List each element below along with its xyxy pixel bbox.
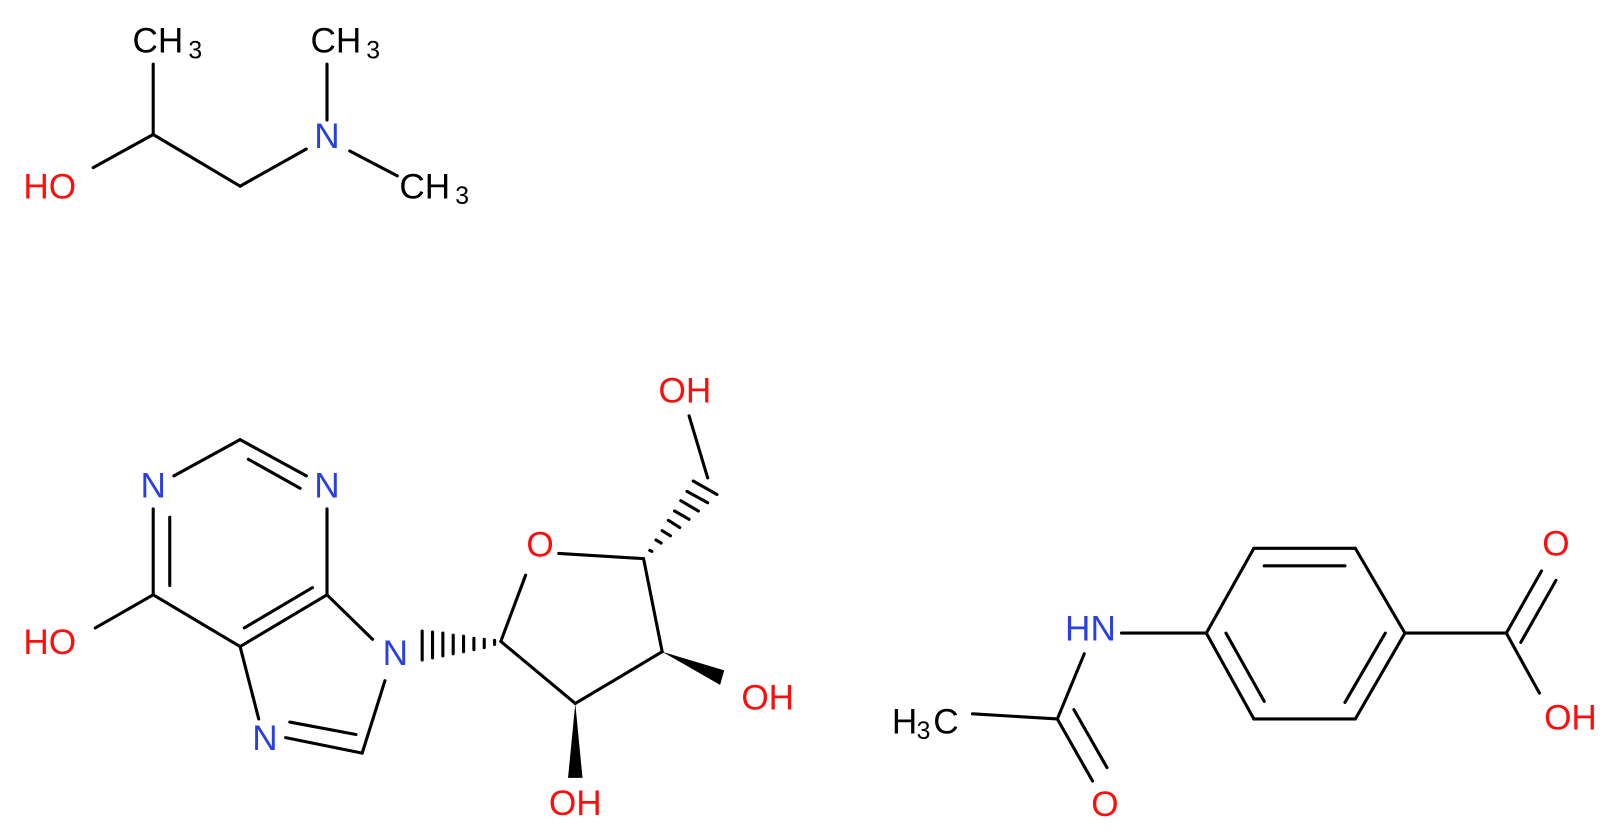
atom-label: HO	[23, 623, 76, 662]
bonds	[91, 62, 1558, 783]
atom-label: N	[383, 634, 408, 673]
atom-subscript: 3	[188, 37, 202, 64]
atom-label: CH	[133, 22, 184, 61]
hashed-wedge	[420, 629, 497, 662]
atom-labels: CH 3 HO N CH 3 CH 3 N N HO N N O OH OH O…	[23, 22, 1596, 824]
atom-label: HN	[1065, 609, 1116, 648]
atom-label: N	[252, 719, 277, 758]
atom-label: N	[141, 467, 166, 506]
bold-wedge	[662, 651, 725, 685]
hashed-wedge	[648, 479, 719, 553]
atom-label: OH	[1544, 698, 1597, 737]
atom-label: CH	[399, 168, 450, 207]
atom-label: OH	[549, 784, 602, 823]
atom-label: N	[314, 467, 339, 506]
atom-label: O	[1542, 525, 1569, 564]
atom-label: OH	[659, 371, 712, 410]
atom-subscript: 3	[455, 183, 469, 210]
atom-subscript: 3	[917, 718, 931, 745]
atom-subscript: 3	[366, 37, 380, 64]
atom-label: HO	[23, 168, 76, 207]
atom-label: O	[1091, 785, 1118, 824]
atom-label: H	[892, 702, 917, 741]
atom-label: N	[314, 117, 339, 156]
atom-label: OH	[741, 679, 794, 718]
atom-label: C	[933, 702, 958, 741]
bold-wedge	[568, 703, 583, 778]
atom-label: O	[526, 526, 553, 565]
atom-label: CH	[310, 22, 361, 61]
